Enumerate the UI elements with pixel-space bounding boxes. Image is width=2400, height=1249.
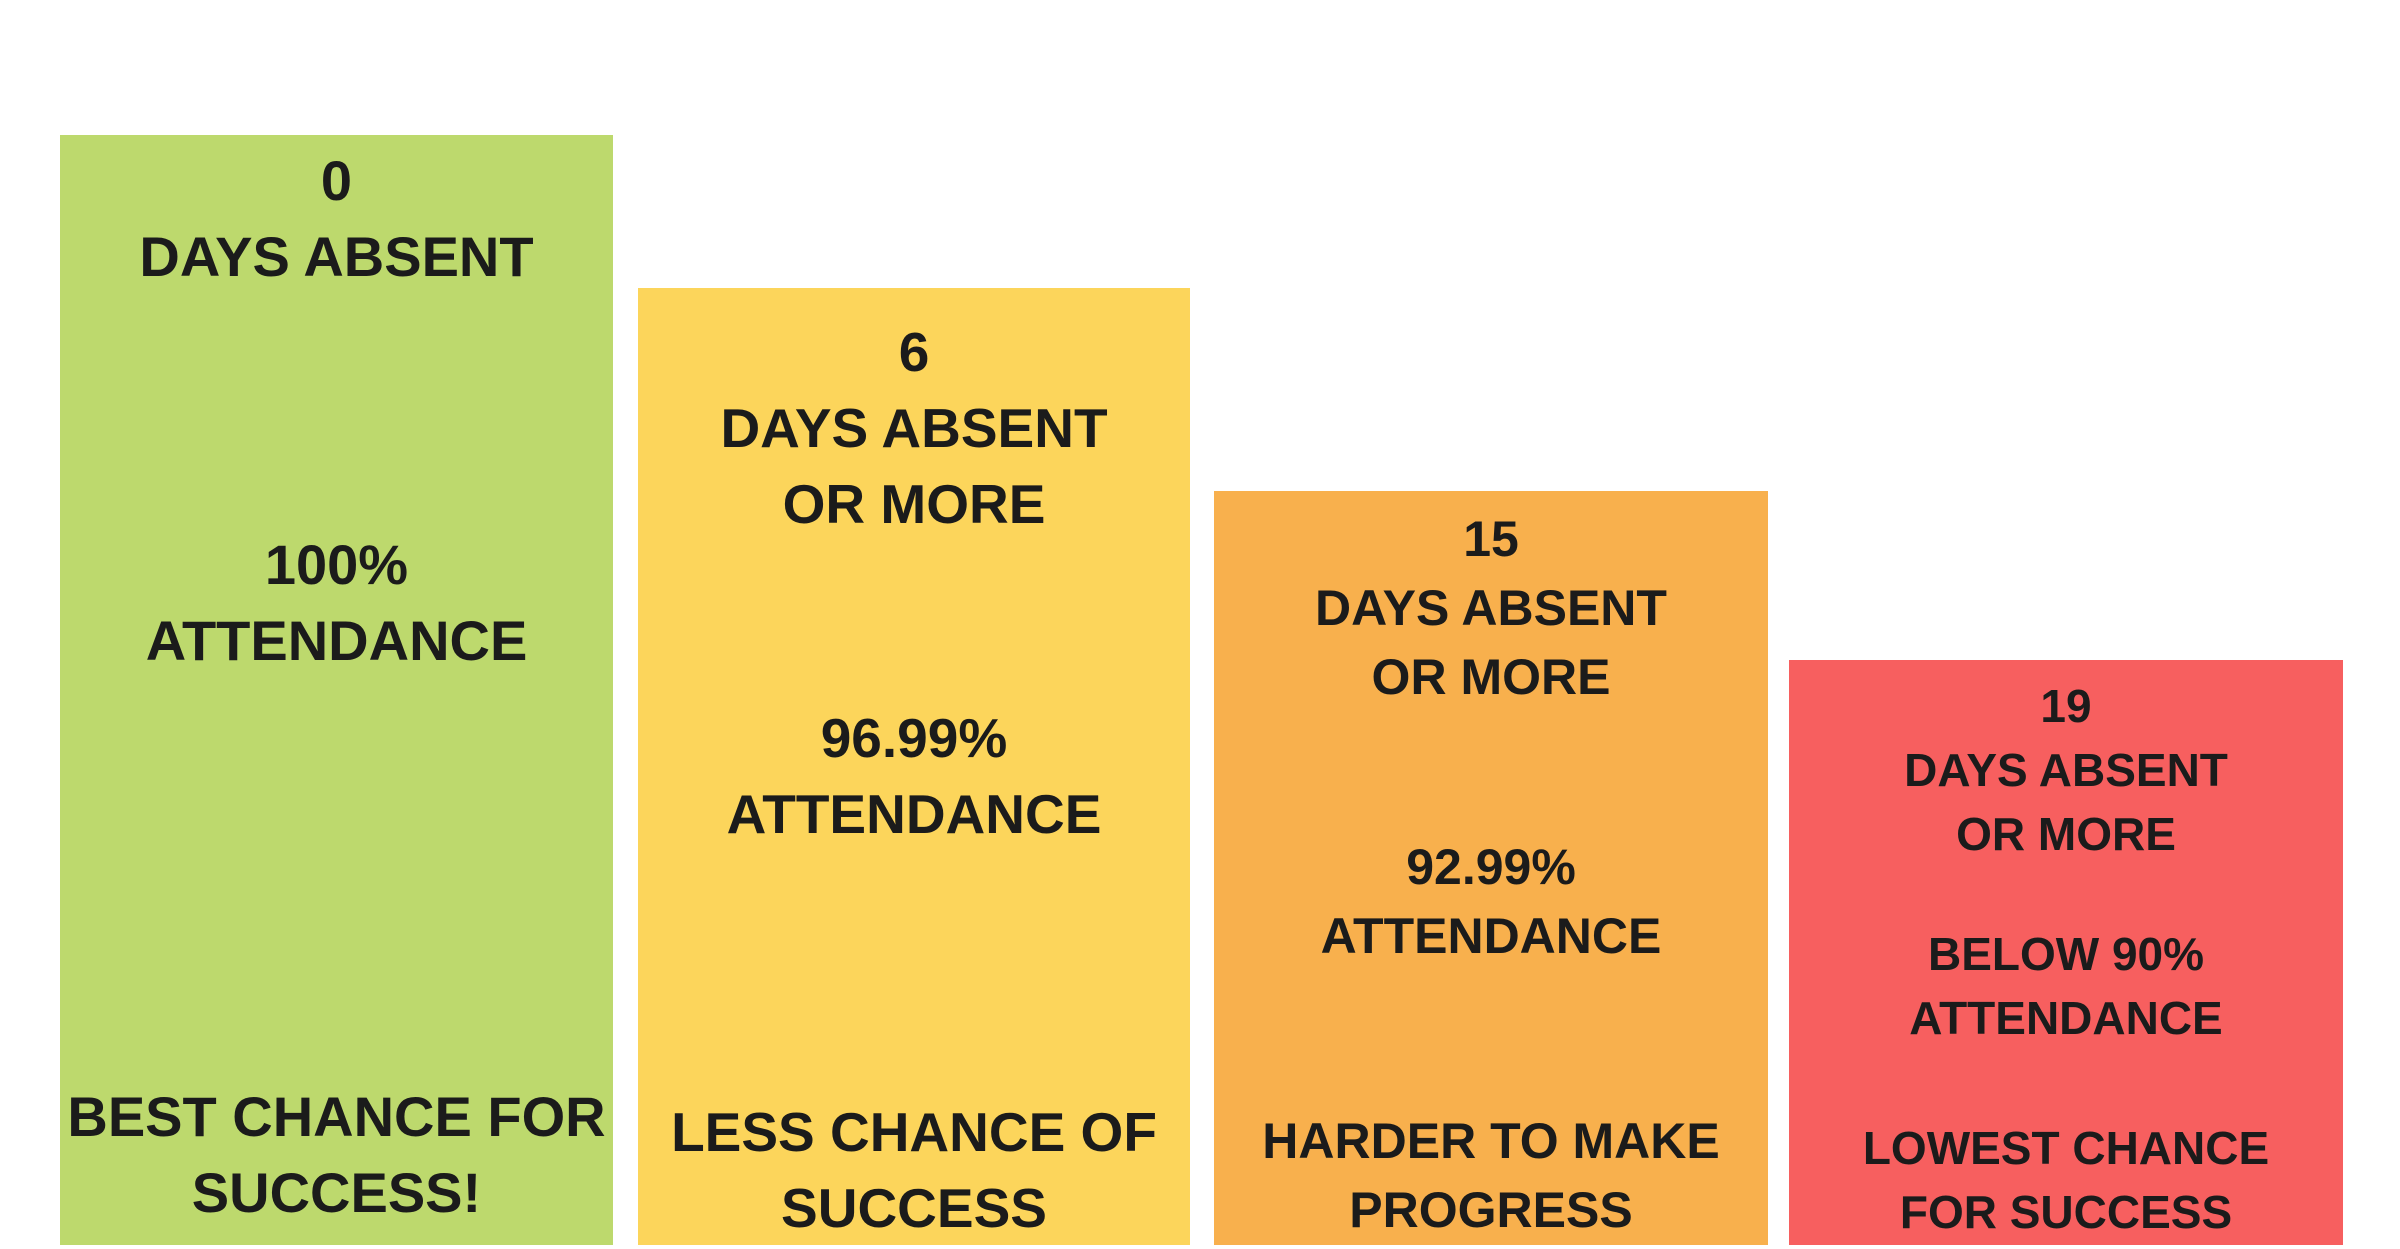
days-absent-label: 0 DAYS ABSENT — [139, 149, 534, 288]
attendance-label: BELOW 90% ATTENDANCE — [1909, 928, 2223, 1044]
bar-15-days-absent-or-more: 15 DAYS ABSENT OR MORE 92.99% ATTENDANCE… — [1214, 491, 1768, 1245]
bar-19-days-absent-or-more: 19 DAYS ABSENT OR MORE BELOW 90% ATTENDA… — [1789, 660, 2343, 1245]
outcome-label: BEST CHANCE FOR SUCCESS! — [67, 1085, 606, 1224]
attendance-label: 92.99% ATTENDANCE — [1320, 839, 1662, 964]
bar-6-days-absent-or-more: 6 DAYS ABSENT OR MORE 96.99% ATTENDANCE … — [638, 288, 1190, 1245]
days-absent-label: 19 DAYS ABSENT OR MORE — [1904, 680, 2228, 860]
attendance-label: 100% ATTENDANCE — [145, 533, 528, 672]
days-absent-label: 15 DAYS ABSENT OR MORE — [1315, 511, 1667, 705]
outcome-label: HARDER TO MAKE PROGRESS — [1262, 1113, 1720, 1238]
days-absent-label: 6 DAYS ABSENT OR MORE — [720, 321, 1108, 535]
outcome-label: LESS CHANCE OF SUCCESS — [671, 1101, 1157, 1239]
bar-0-days-absent: 0 DAYS ABSENT 100% ATTENDANCE BEST CHANC… — [60, 135, 613, 1245]
outcome-label: LOWEST CHANCE FOR SUCCESS — [1862, 1122, 2270, 1238]
attendance-label: 96.99% ATTENDANCE — [726, 707, 1102, 845]
